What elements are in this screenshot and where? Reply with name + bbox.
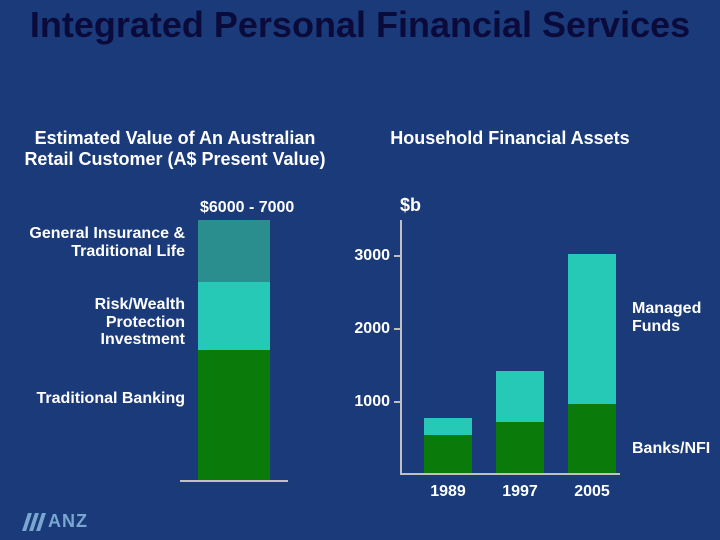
logo: ANZ xyxy=(25,511,88,532)
page-title: Integrated Personal Financial Services xyxy=(0,6,720,44)
left-subtitle: Estimated Value of An Australian Retail … xyxy=(20,128,330,170)
legend-banks-nfi: Banks/NFI xyxy=(632,440,720,458)
bar-1997-banks_nfi xyxy=(496,422,544,473)
y-axis xyxy=(400,220,402,475)
left-chart xyxy=(198,220,288,480)
ytick-label: 1000 xyxy=(354,393,390,411)
right-chart: 100020003000198919972005 xyxy=(400,220,620,475)
xlabel-1997: 1997 xyxy=(502,483,538,501)
bar-1989-managed_funds xyxy=(424,418,472,435)
right-subtitle: Household Financial Assets xyxy=(360,128,660,149)
seg-label-general-insurance: General Insurance & Traditional Life xyxy=(20,225,185,260)
ytick xyxy=(394,328,400,330)
left-seg-general_insurance xyxy=(198,220,270,282)
x-axis xyxy=(400,473,620,475)
ytick xyxy=(394,255,400,257)
ytick xyxy=(394,401,400,403)
bar-2005 xyxy=(568,254,616,473)
left-seg-risk_wealth xyxy=(198,282,270,350)
bar-1989-banks_nfi xyxy=(424,435,472,473)
logo-text: ANZ xyxy=(48,511,88,532)
left-baseline xyxy=(180,480,288,482)
seg-label-traditional-banking: Traditional Banking xyxy=(20,390,185,408)
xlabel-1989: 1989 xyxy=(430,483,466,501)
slide: Integrated Personal Financial Services E… xyxy=(0,0,720,540)
bar-1997 xyxy=(496,371,544,473)
ytick-label: 2000 xyxy=(354,320,390,338)
ytick-label: 3000 xyxy=(354,247,390,265)
right-unit-label: $b xyxy=(400,195,421,216)
bar-1997-managed_funds xyxy=(496,371,544,422)
bar-2005-managed_funds xyxy=(568,254,616,403)
logo-stripes-icon xyxy=(25,513,43,531)
bar-1989 xyxy=(424,418,472,473)
xlabel-2005: 2005 xyxy=(574,483,610,501)
left-seg-traditional_banking xyxy=(198,350,270,480)
bar-2005-banks_nfi xyxy=(568,404,616,473)
left-stacked-bar xyxy=(198,220,270,480)
legend-managed-funds: Managed Funds xyxy=(632,300,712,335)
seg-label-risk-wealth: Risk/Wealth Protection Investment xyxy=(20,296,185,349)
left-range-label: $6000 - 7000 xyxy=(200,199,294,217)
